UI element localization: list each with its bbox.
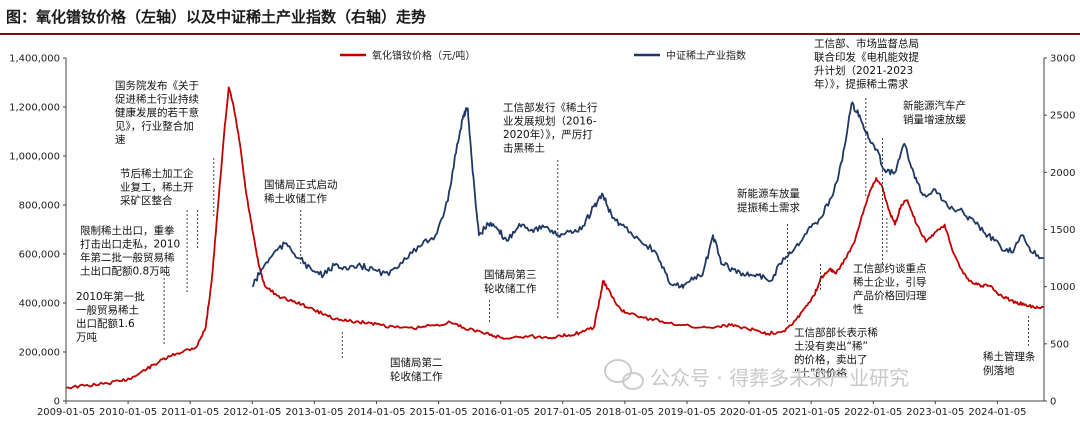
annotation-text: 工信部约谈重点 [853,262,927,275]
annotation-text: 年）》，提振稀土需求 [814,78,909,91]
annotation-text: 健康发展的若干意 [115,106,199,119]
x-tick-label: 2011-01-05 [161,407,219,418]
annotation-text: 见》，行业整合加 [115,120,194,133]
y-right-tick-label: 1000 [1050,282,1075,293]
annotation-text: 例落地 [983,364,1015,377]
x-tick-label: 2013-01-05 [285,407,343,418]
annotation-text: 销量增速放缓 [903,113,966,126]
axes: 0 200,000 400,000 600,000 800,000 1,000,000 1,… [9,54,1075,419]
annotation-text: 新能源车放量 [737,187,800,200]
x-tick-label: 2023-01-05 [906,407,964,418]
annotation-text: 工信部发行《稀土行 [503,101,598,114]
y-right-tick-label: 1500 [1050,225,1075,236]
annotation-text: 的价格，卖出了 [794,353,868,366]
annotation-text: 产品价格回归理 [853,289,927,302]
annotation-text: 促进稀土行业持续 [115,93,199,106]
annotation-text: 国储局正式启动 [264,178,338,191]
annotation-text: 土出口配额0.8万吨 [80,265,171,278]
x-tick-label: 2012-01-05 [223,407,281,418]
annotation-text: 出口配额1.6 [76,317,135,330]
annotation-text: “土”的价格 [794,367,847,380]
watermark-logo-icon [604,359,644,390]
annotation-text: 业复工，稀土开 [120,181,194,194]
y-left-tick-label: 0 [54,397,60,408]
y-right-tick-label: 2500 [1050,111,1075,122]
annotation-text: 新能源汽车产 [903,99,966,112]
annotation-text: 国储局第三 [484,268,537,281]
annotation-text: 2010年第一批 [76,290,145,303]
y-right-tick-label: 500 [1050,339,1069,350]
x-tick-label: 2021-01-05 [782,407,840,418]
annotation-text: 性 [853,303,864,316]
annotation-text: 提振稀土需求 [737,201,800,214]
annotation-text: 土没有卖出“稀” [794,340,868,353]
annotation-text: 万吨 [76,331,97,344]
annotation-text: 工信部、市场监督总局 [814,37,919,50]
y-left-tick-label: 800,000 [19,201,60,212]
annotation-text: 轮收储工作 [390,370,443,383]
x-tick-label: 2024-01-05 [968,407,1026,418]
annotation-text: 一般贸易稀土 [76,304,139,317]
annotation-text: 稀土管理条 [983,350,1036,363]
annotation-text: 限制稀土出口，重拳 [80,224,175,237]
y-right-tick-label: 2000 [1050,168,1075,179]
title-bar: 图：氧化镨钕价格（左轴）以及中证稀土产业指数（右轴）走势 [0,0,1080,35]
x-tick-label: 2014-01-05 [347,407,405,418]
x-tick-label: 2016-01-05 [472,407,530,418]
x-tick-label: 2019-01-05 [658,407,716,418]
series-layer [65,86,1045,390]
y-right-tick-label: 0 [1050,397,1056,408]
annotation-text: 年第二批一般贸易稀 [80,251,175,264]
x-tick-label: 2015-01-05 [410,407,468,418]
y-left-tick-label: 1,400,000 [9,54,60,65]
y-right-tick-label: 3000 [1050,54,1075,65]
legend-label-index: 中证稀土产业指数 [666,49,746,62]
x-tick-label: 2020-01-05 [720,407,778,418]
y-left-tick-label: 400,000 [19,299,60,310]
annotation-text: 工信部部长表示稀 [794,326,878,339]
watermark-text: 公众号 · 得葬多未来产业研究 [650,366,909,390]
x-tick-label: 2017-01-05 [534,407,592,418]
annotation-text: 国务院发布《关于 [115,79,199,92]
legend: 氧化镨钕价格（元/吨） 中证稀土产业指数 [340,49,746,62]
annotation-text: 升计划（2021-2023 [814,64,913,77]
annotation-text: 稀土收储工作 [264,192,327,205]
annotation-text: 打击出口走私，2010 [80,238,180,251]
watermark: 公众号 · 得葬多未来产业研究 [604,359,909,390]
annotation-text: 采矿区整合 [120,194,173,207]
y-left-tick-label: 1,000,000 [9,152,60,163]
series-line-price [65,86,1045,390]
x-tick-label: 2010-01-05 [99,407,157,418]
x-tick-label: 2018-01-05 [596,407,654,418]
annotation-text: 国储局第二 [390,356,443,369]
annotation-text: 速 [115,134,126,146]
y-left-tick-label: 600,000 [19,250,60,261]
annotation-text: 击黑稀土 [503,142,545,155]
chart-title: 图：氧化镨钕价格（左轴）以及中证稀土产业指数（右轴）走势 [6,8,427,26]
annotation-text: 稀土企业，引导 [853,276,927,289]
x-tick-label: 2022-01-05 [844,407,902,418]
annotation-text: 2020年）》，严厉打 [503,128,593,141]
annotation-text: 节后稀土加工企 [120,167,194,180]
x-tick-label: 2009-01-05 [37,407,95,418]
series-line-index [251,101,1045,289]
legend-label-price: 氧化镨钕价格（元/吨） [372,49,475,62]
annotation-text: 联合印发《电机能效提 [814,51,919,64]
y-left-tick-label: 200,000 [19,348,60,359]
annotation-text: 轮收储工作 [484,282,537,295]
title-divider [0,33,1080,35]
y-left-tick-label: 1,200,000 [9,103,60,114]
annotation-text: 业发展规划（2016- [503,115,597,128]
